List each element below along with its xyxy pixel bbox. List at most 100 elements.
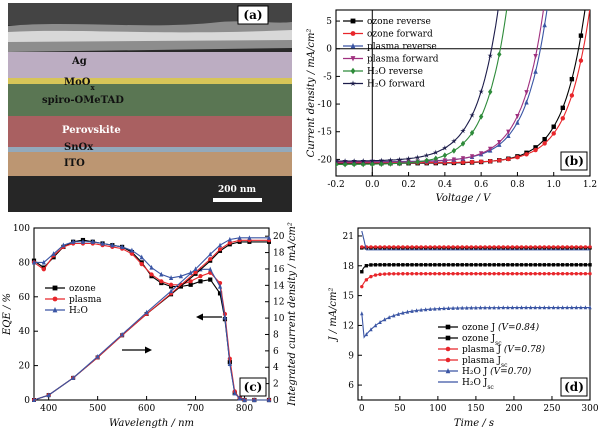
chart-d-point: [442, 272, 446, 276]
chart-b-x-tick-label: 1.2: [583, 180, 597, 190]
chart-d-x-axis-label: Time / s: [454, 418, 494, 429]
chart-d-point: [565, 245, 569, 249]
chart-d-point: [396, 263, 401, 267]
chart-c-integrated-line: [33, 239, 269, 401]
chart-b-point: [524, 90, 529, 96]
chart-d-point: [492, 263, 496, 267]
chart-d-point: [501, 245, 505, 249]
chart-d-point: [360, 245, 364, 249]
chart-c-eqe-point: [237, 395, 242, 401]
chart-d-legend-marker: [445, 357, 451, 363]
chart-d-point: [401, 272, 405, 276]
chart-d-point: [560, 245, 565, 249]
chart-d-point: [515, 305, 519, 310]
chart-d-point: [373, 273, 378, 277]
chart-d-point: [528, 263, 533, 267]
chart-b-point: [578, 58, 584, 63]
chart-b-point: [488, 88, 493, 95]
chart-d-point: [506, 272, 510, 276]
sem-layer-3: [8, 116, 292, 147]
chart-b-point: [415, 158, 420, 165]
chart-d-legend-label: plasma Jsc: [462, 356, 508, 369]
chart-d-point: [524, 305, 528, 310]
chart-d-point: [556, 245, 560, 249]
chart-c-legend-marker: [52, 307, 58, 313]
chart-d-point: [405, 309, 410, 314]
chart-c-x-tick-label: 800: [236, 404, 253, 414]
chart-d-point: [373, 245, 378, 249]
chart-d-point: [501, 263, 505, 267]
chart-b-point: [406, 159, 411, 166]
chart-d-legend-condition: (V=0.70): [487, 366, 531, 377]
chart-b-point: [451, 157, 457, 163]
chart-d-series: [360, 245, 592, 249]
chart-c-x-axis-label: Wavelength / nm: [109, 418, 194, 429]
chart-d-point: [378, 319, 382, 324]
chart-b-point: [451, 138, 457, 144]
chart-b-tag-box: [560, 151, 588, 171]
chart-d-y-tick-label: 15: [343, 292, 355, 302]
sem-layer-2: [8, 84, 292, 116]
chart-b-point: [478, 151, 484, 157]
chart-d-point: [579, 245, 583, 249]
chart-b-point: [469, 159, 475, 165]
chart-b-legend-marker: [350, 56, 356, 62]
chart-b-legend-marker: [350, 31, 356, 36]
chart-d-point: [474, 272, 478, 276]
chart-c-y-tick-label: 60: [19, 293, 31, 303]
chart-b-point: [388, 160, 393, 167]
chart-c-right-tick-label: 6: [273, 347, 279, 357]
chart-d-series: [361, 230, 590, 251]
chart-b-point: [497, 139, 502, 145]
chart-c-x-tick-label: 400: [40, 404, 57, 414]
chart-c-eqe-point: [188, 279, 193, 284]
chart-c-integrated-point: [267, 235, 271, 240]
chart-d-point: [460, 272, 464, 276]
chart-c-y-tick-label: 80: [19, 258, 31, 268]
chart-d-point: [446, 305, 451, 310]
chart-d-point: [588, 245, 592, 249]
chart-c-frame: [33, 227, 270, 401]
chart-c-integrated-series: [32, 239, 271, 402]
chart-d-series: [360, 272, 592, 289]
chart-d-point: [373, 323, 378, 328]
chart-d-point: [382, 245, 387, 249]
chart-d-point: [579, 263, 583, 267]
chart-b-y-tick-label: -20: [318, 155, 333, 165]
chart-c-x-tick-label: 600: [138, 404, 155, 414]
chart-d-point: [460, 305, 464, 310]
chart-c-eqe-point: [188, 270, 193, 275]
chart-d-point: [469, 305, 474, 310]
chart-c-panel-tag: (c): [244, 380, 263, 394]
chart-d-point: [387, 245, 391, 249]
chart-c-eqe-series: [31, 239, 272, 403]
chart-b-y-tick-label: 5: [326, 17, 332, 27]
chart-b-point: [460, 128, 466, 134]
chart-d-point: [487, 245, 492, 249]
chart-c-integrated-point: [208, 257, 213, 262]
chart-c-tag-box: [239, 377, 267, 397]
chart-d-point: [382, 317, 387, 322]
chart-d-point: [538, 272, 542, 276]
chart-c-integrated-series: [32, 235, 271, 402]
chart-b-point: [569, 93, 575, 98]
chart-c-integrated-point: [71, 375, 76, 380]
chart-d-point: [478, 263, 483, 267]
chart-b-point: [569, 76, 575, 82]
chart-d-point: [538, 263, 542, 267]
chart-c-arrow-left-head: [196, 313, 203, 321]
chart-c-eqe-point: [31, 259, 37, 265]
chart-d-point: [455, 245, 460, 249]
chart-d-point: [478, 272, 483, 276]
chart-d-point: [515, 263, 519, 267]
chart-b-point: [460, 140, 466, 147]
chart-d-point: [510, 272, 515, 276]
chart-d-point: [423, 263, 428, 267]
chart-d-point: [360, 284, 364, 289]
chart-c-eqe-point: [168, 282, 174, 287]
chart-c-integrated-point: [247, 235, 252, 240]
chart-c-eqe-series: [31, 237, 272, 403]
chart-b-point: [397, 160, 402, 167]
chart-d-point: [492, 245, 496, 249]
